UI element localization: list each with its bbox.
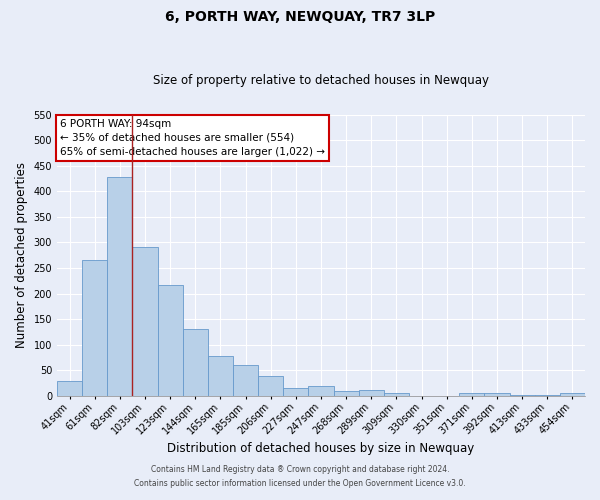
Bar bbox=[308, 386, 334, 396]
Bar bbox=[283, 388, 308, 396]
Bar bbox=[158, 286, 183, 396]
Bar bbox=[82, 260, 107, 396]
Bar bbox=[484, 394, 509, 396]
Bar bbox=[459, 394, 484, 396]
Bar bbox=[233, 365, 258, 396]
Text: Contains HM Land Registry data ® Crown copyright and database right 2024.
Contai: Contains HM Land Registry data ® Crown c… bbox=[134, 466, 466, 487]
Bar bbox=[57, 380, 82, 396]
X-axis label: Distribution of detached houses by size in Newquay: Distribution of detached houses by size … bbox=[167, 442, 475, 455]
Title: Size of property relative to detached houses in Newquay: Size of property relative to detached ho… bbox=[153, 74, 489, 87]
Text: 6 PORTH WAY: 94sqm
← 35% of detached houses are smaller (554)
65% of semi-detach: 6 PORTH WAY: 94sqm ← 35% of detached hou… bbox=[59, 119, 325, 157]
Bar bbox=[560, 394, 585, 396]
Bar bbox=[183, 330, 208, 396]
Bar bbox=[258, 376, 283, 396]
Bar bbox=[334, 392, 359, 396]
Y-axis label: Number of detached properties: Number of detached properties bbox=[15, 162, 28, 348]
Bar bbox=[133, 247, 158, 396]
Bar bbox=[107, 177, 133, 396]
Bar bbox=[208, 356, 233, 396]
Bar bbox=[384, 394, 409, 396]
Text: 6, PORTH WAY, NEWQUAY, TR7 3LP: 6, PORTH WAY, NEWQUAY, TR7 3LP bbox=[165, 10, 435, 24]
Bar bbox=[359, 390, 384, 396]
